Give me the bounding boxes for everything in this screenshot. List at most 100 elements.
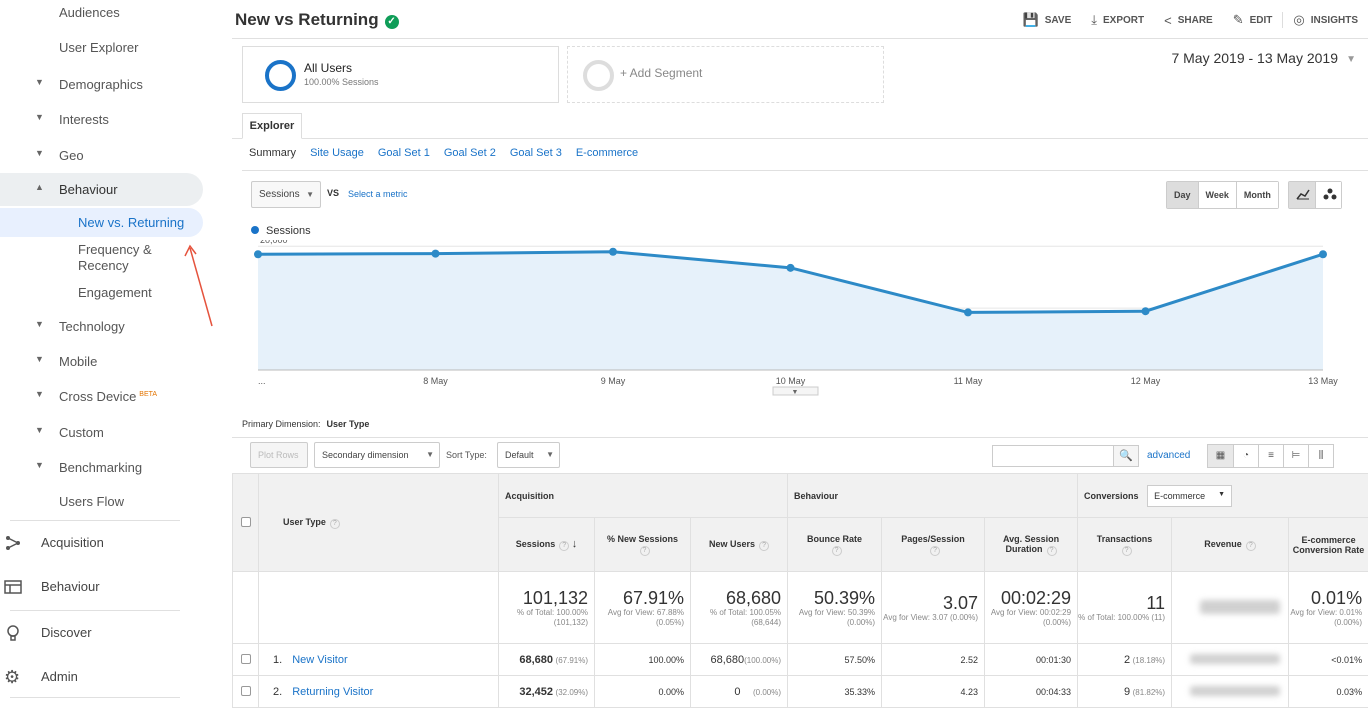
column-bounce-rate[interactable]: Bounce Rate? bbox=[788, 518, 882, 572]
row-checkbox[interactable] bbox=[233, 644, 259, 676]
sidebar-item-engagement[interactable]: Engagement bbox=[78, 285, 152, 301]
grid-view-icon[interactable]: ▦ bbox=[1208, 445, 1233, 467]
search-icon[interactable]: 🔍 bbox=[1113, 445, 1139, 467]
segment-subtitle: 100.00% Sessions bbox=[304, 77, 379, 87]
subtab-ecommerce[interactable]: E-commerce bbox=[576, 147, 638, 159]
insights-icon: ◎ bbox=[1293, 12, 1304, 28]
chevron-down-icon: ▼ bbox=[546, 443, 554, 467]
chart-divider bbox=[242, 170, 1368, 171]
empty-segment-ring-icon bbox=[583, 60, 614, 91]
performance-view-icon[interactable]: ≡ bbox=[1258, 445, 1283, 467]
column-revenue[interactable]: Revenue? bbox=[1172, 518, 1289, 572]
sidebar-divider bbox=[10, 610, 180, 611]
line-chart-icon[interactable] bbox=[1289, 182, 1315, 208]
column-ecom-conversion-rate[interactable]: E-commerce Conversion Rate bbox=[1289, 518, 1368, 572]
edit-button[interactable]: ✎EDIT bbox=[1223, 12, 1283, 28]
week-button[interactable]: Week bbox=[1198, 182, 1236, 208]
redacted-revenue bbox=[1190, 686, 1280, 696]
pie-view-icon[interactable]: ◔ bbox=[1233, 445, 1258, 467]
row-link-new-visitor[interactable]: New Visitor bbox=[292, 654, 347, 666]
column-transactions[interactable]: Transactions? bbox=[1078, 518, 1172, 572]
group-behaviour: Behaviour bbox=[788, 474, 1078, 518]
sidebar-divider bbox=[10, 520, 180, 521]
sort-type-select[interactable]: Default▼ bbox=[497, 442, 560, 468]
secondary-dimension-select[interactable]: Secondary dimension▼ bbox=[314, 442, 440, 468]
sidebar-item-discover[interactable]: Discover bbox=[41, 625, 92, 640]
select-all-checkbox[interactable] bbox=[233, 474, 259, 572]
subtab-summary[interactable]: Summary bbox=[249, 147, 296, 159]
pivot-view-icon[interactable]: ⫼ bbox=[1308, 445, 1333, 467]
chevron-down-icon: ▼ bbox=[792, 389, 799, 396]
day-button[interactable]: Day bbox=[1167, 182, 1198, 208]
add-segment-button[interactable]: + Add Segment bbox=[567, 46, 884, 103]
group-acquisition: Acquisition bbox=[499, 474, 788, 518]
x-tick-label: 13 May bbox=[1308, 376, 1338, 386]
row-checkbox[interactable] bbox=[233, 676, 259, 708]
column-sessions[interactable]: Sessions? ↓ bbox=[499, 518, 595, 572]
share-button[interactable]: <SHARE bbox=[1154, 12, 1223, 28]
column-avg-session-duration[interactable]: Avg. Session Duration? bbox=[985, 518, 1078, 572]
row-link-returning-visitor[interactable]: Returning Visitor bbox=[292, 686, 373, 698]
subtab-bar: Summary Site Usage Goal Set 1 Goal Set 2… bbox=[249, 147, 638, 159]
page-title: New vs Returning✓ bbox=[235, 10, 399, 30]
data-point bbox=[254, 250, 262, 258]
chevron-down-icon: ▼ bbox=[426, 443, 434, 467]
tab-explorer[interactable]: Explorer bbox=[242, 113, 302, 139]
segment-ring-icon bbox=[265, 60, 296, 91]
save-button[interactable]: 💾SAVE bbox=[1013, 12, 1082, 28]
subtab-goal-set-2[interactable]: Goal Set 2 bbox=[444, 147, 496, 159]
save-icon: 💾 bbox=[1023, 12, 1039, 28]
month-button[interactable]: Month bbox=[1236, 182, 1278, 208]
data-point bbox=[964, 308, 972, 316]
beta-badge: BETA bbox=[139, 391, 157, 398]
sidebar-item-users-flow[interactable]: Users Flow bbox=[59, 494, 124, 509]
x-tick-label: 11 May bbox=[954, 376, 983, 386]
conversion-type-select[interactable]: E-commerce▼ bbox=[1147, 485, 1232, 507]
share-icon: < bbox=[1164, 13, 1172, 28]
sidebar-item-new-vs-returning[interactable]: New vs. Returning bbox=[78, 215, 184, 231]
date-range-picker[interactable]: 7 May 2019 - 13 May 2019 bbox=[1171, 50, 1338, 66]
primary-dimension-value[interactable]: User Type bbox=[327, 419, 370, 429]
export-button[interactable]: ⤓EXPORT bbox=[1081, 12, 1154, 28]
redacted-revenue bbox=[1200, 600, 1280, 614]
column-pages-session[interactable]: Pages/Session? bbox=[882, 518, 985, 572]
subtab-goal-set-3[interactable]: Goal Set 3 bbox=[510, 147, 562, 159]
sidebar-item-audiences[interactable]: Audiences bbox=[59, 5, 120, 20]
redacted-revenue bbox=[1190, 654, 1280, 664]
sidebar-item-admin[interactable]: Admin bbox=[41, 669, 78, 684]
column-new-users[interactable]: New Users? bbox=[691, 518, 788, 572]
sidebar-item-user-explorer[interactable]: User Explorer bbox=[59, 40, 138, 55]
tab-divider bbox=[232, 138, 1368, 139]
chart-type-toggle bbox=[1288, 181, 1342, 209]
caret-right-icon: ▼ bbox=[35, 425, 44, 435]
gear-icon: ⚙ bbox=[4, 668, 22, 686]
column-pct-new-sessions[interactable]: % New Sessions? bbox=[595, 518, 691, 572]
table-search-input[interactable] bbox=[992, 445, 1114, 467]
sidebar: Audiences User Explorer ▼ Demographics ▼… bbox=[0, 0, 218, 704]
column-user-type[interactable]: User Type? bbox=[259, 474, 499, 572]
sidebar-item-acquisition[interactable]: Acquisition bbox=[41, 535, 104, 550]
subtab-site-usage[interactable]: Site Usage bbox=[310, 147, 364, 159]
select-metric-link[interactable]: Select a metric bbox=[348, 189, 408, 199]
table-toolbar: Plot Rows Secondary dimension▼ Sort Type… bbox=[250, 442, 1368, 470]
chevron-down-icon[interactable]: ▼ bbox=[1346, 54, 1356, 65]
segment-all-users[interactable]: All Users 100.00% Sessions bbox=[242, 46, 559, 103]
sort-type-label: Sort Type: bbox=[446, 450, 487, 460]
motion-chart-icon[interactable] bbox=[1315, 182, 1341, 208]
subtab-goal-set-1[interactable]: Goal Set 1 bbox=[378, 147, 430, 159]
sidebar-item-behaviour-main[interactable]: Behaviour bbox=[41, 579, 100, 594]
sidebar-divider bbox=[10, 697, 180, 698]
pencil-icon: ✎ bbox=[1233, 12, 1244, 28]
sidebar-item-frequency-recency[interactable]: Frequency & Recency bbox=[78, 242, 188, 274]
advanced-filter-link[interactable]: advanced bbox=[1147, 450, 1190, 461]
comparison-view-icon[interactable]: ⊨ bbox=[1283, 445, 1308, 467]
insights-button[interactable]: ◎INSIGHTS bbox=[1282, 12, 1368, 28]
data-point bbox=[432, 250, 440, 258]
data-point bbox=[787, 264, 795, 272]
plot-rows-button[interactable]: Plot Rows bbox=[250, 442, 308, 468]
x-tick-label: 12 May bbox=[1131, 376, 1161, 386]
caret-right-icon: ▼ bbox=[35, 77, 44, 87]
metric-select[interactable]: Sessions▼ bbox=[251, 181, 321, 208]
caret-right-icon: ▼ bbox=[35, 460, 44, 470]
